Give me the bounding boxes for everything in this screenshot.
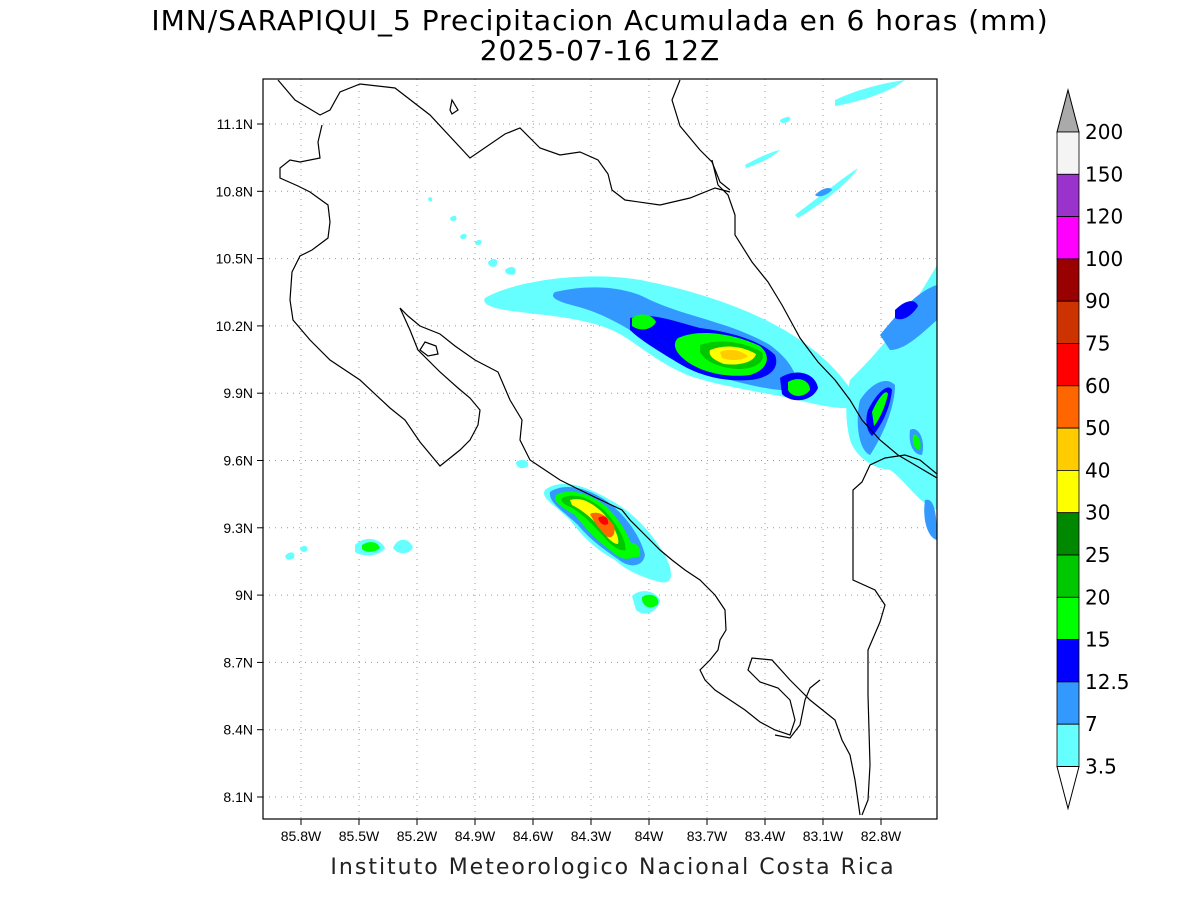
colorbar-swatch xyxy=(1056,343,1080,387)
rain-band-east xyxy=(846,265,937,540)
y-tick-label: 10.5N xyxy=(216,251,253,267)
caribbean-coast-nicaragua xyxy=(671,79,731,191)
x-tick-label: 82.8W xyxy=(861,828,902,844)
y-tick-label: 11.1N xyxy=(217,116,253,132)
rain-band-north xyxy=(484,276,860,409)
colorbar-swatch xyxy=(1056,554,1080,598)
colorbar-swatch xyxy=(1056,131,1080,175)
y-tick-label: 10.8N xyxy=(216,183,253,199)
y-tick-label: 9.6N xyxy=(223,453,253,469)
colorbar-swatch xyxy=(1056,258,1080,302)
colorbar-label: 25 xyxy=(1085,543,1110,567)
colorbar-swatch xyxy=(1056,216,1080,260)
x-tick-label: 85.8W xyxy=(281,828,322,844)
x-tick-label: 83.1W xyxy=(803,828,844,844)
colorbar-swatch xyxy=(1056,300,1080,344)
x-axis: 85.8W 85.5W 85.2W 84.9W 84.6W 84.3W 84W 83.7W 83… xyxy=(281,819,902,844)
x-tick-label: 83.4W xyxy=(745,828,786,844)
colorbar-label: 200 xyxy=(1085,120,1123,144)
colorbar-label: 3.5 xyxy=(1085,755,1117,779)
colorbar-label: 150 xyxy=(1085,162,1123,186)
colorbar: 200 150 120 100 90 75 60 50 40 30 25 20 15 12.5 7 3.5 xyxy=(1056,88,1130,811)
x-tick-label: 84.6W xyxy=(513,828,554,844)
panama-pacific-coast xyxy=(399,307,861,816)
colorbar-swatch xyxy=(1056,512,1080,556)
colorbar-swatch xyxy=(1056,385,1080,429)
x-tick-label: 84.3W xyxy=(571,828,612,844)
x-tick-label: 85.5W xyxy=(339,828,380,844)
y-tick-label: 8.1N xyxy=(223,789,253,805)
colorbar-label: 100 xyxy=(1085,247,1123,271)
nicaragua-border xyxy=(277,79,731,206)
colorbar-swatch xyxy=(1056,173,1080,218)
y-tick-label: 8.7N xyxy=(223,654,253,670)
colorbar-label: 90 xyxy=(1085,289,1110,313)
osa-peninsula xyxy=(774,679,821,739)
colorbar-swatch xyxy=(1056,427,1080,471)
colorbar-label: 12.5 xyxy=(1085,670,1130,694)
colorbar-swatch xyxy=(1056,681,1080,725)
map-date: 2025-07-16 12Z xyxy=(479,34,721,67)
colorbar-swatch xyxy=(1056,469,1080,514)
rain-band-central-pacific xyxy=(516,459,672,614)
colorbar-swatch xyxy=(1056,723,1080,767)
y-tick-label: 8.4N xyxy=(223,722,253,738)
y-tick-label: 9N xyxy=(235,587,253,603)
colorbar-label: 40 xyxy=(1085,458,1110,482)
colorbar-under-arrow xyxy=(1056,766,1080,811)
colorbar-swatch xyxy=(1056,596,1080,640)
x-tick-label: 85.2W xyxy=(397,828,438,844)
map-frame xyxy=(262,78,938,820)
coastlines xyxy=(277,79,937,816)
panama-border xyxy=(852,454,937,816)
x-tick-label: 84W xyxy=(635,828,665,844)
y-tick-label: 9.3N xyxy=(223,520,253,536)
colorbar-over-arrow xyxy=(1056,88,1080,133)
colorbar-label: 60 xyxy=(1085,374,1110,398)
colorbar-label: 30 xyxy=(1085,501,1110,525)
colorbar-label: 15 xyxy=(1085,628,1110,652)
colorbar-label: 7 xyxy=(1085,712,1098,736)
map-title: IMN/SARAPIQUI_5 Precipitacion Acumulada … xyxy=(151,4,1049,37)
colorbar-label: 120 xyxy=(1085,205,1123,229)
nicoya-gulf xyxy=(279,124,481,467)
colorbar-swatch xyxy=(1056,639,1080,683)
x-tick-label: 84.9W xyxy=(455,828,496,844)
chiriqui-island xyxy=(419,341,439,357)
colorbar-label: 75 xyxy=(1085,332,1110,356)
y-axis: 11.1N 10.8N 10.5N 10.2N 9.9N 9.6N 9.3N 9N 8.7N 8.… xyxy=(216,116,263,805)
precipitation-field xyxy=(285,80,937,614)
x-tick-label: 83.7W xyxy=(687,828,728,844)
colorbar-label: 20 xyxy=(1085,585,1110,609)
rain-streaks-northeast xyxy=(745,80,905,218)
y-tick-label: 9.9N xyxy=(223,385,253,401)
y-tick-label: 10.2N xyxy=(216,318,253,334)
colorbar-label: 50 xyxy=(1085,416,1110,440)
institution-credit: Instituto Meteorologico Nacional Costa R… xyxy=(330,855,896,880)
ometepe-island xyxy=(449,98,459,115)
rain-cells-west xyxy=(285,197,516,560)
caribbean-coast xyxy=(711,159,937,479)
